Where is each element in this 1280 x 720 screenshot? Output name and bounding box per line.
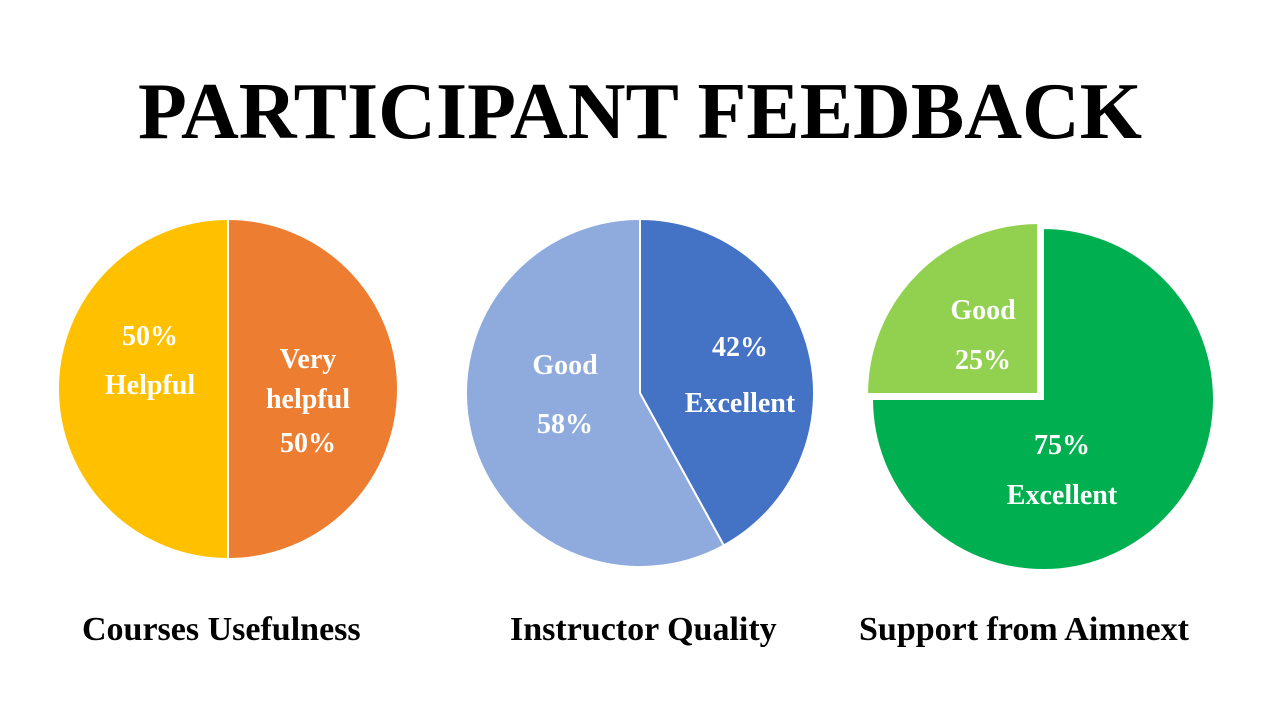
slice-label-line: Helpful bbox=[105, 370, 195, 401]
pie-chart-instructor-quality: 42% Excellent Good 58% bbox=[464, 217, 815, 568]
slice-label-support-from-aimnext-1: Good 25% bbox=[950, 295, 1016, 376]
pie-slice-support-from-aimnext-1 bbox=[866, 222, 1040, 396]
slice-label-line: Very bbox=[280, 344, 337, 375]
pie-slice-instructor-quality-0 bbox=[639, 217, 815, 547]
slice-label-line: 50% bbox=[280, 428, 336, 459]
chart-caption-support-from-aimnext: Support from Aimnext bbox=[859, 611, 1189, 648]
slice-label-line: Excellent bbox=[685, 388, 796, 419]
slice-label-line: Good bbox=[532, 350, 598, 381]
slice-label-line: 50% bbox=[122, 321, 178, 352]
slice-label-support-from-aimnext-0: 75% Excellent bbox=[1007, 430, 1118, 511]
slice-label-line: Excellent bbox=[1007, 480, 1118, 511]
slice-label-instructor-quality-0: 42% Excellent bbox=[685, 332, 796, 419]
pie-slice-support-from-aimnext-0 bbox=[870, 226, 1215, 571]
page-title: PARTICIPANT FEEDBACK bbox=[138, 68, 1142, 156]
slice-label-line: 42% bbox=[712, 332, 768, 363]
slice-label-line: 25% bbox=[955, 345, 1011, 376]
slice-label-line: helpful bbox=[266, 384, 350, 415]
pie-slice-courses-usefulness-0 bbox=[227, 217, 399, 561]
pie-chart-support-from-aimnext: 75% Excellent Good 25% bbox=[866, 222, 1215, 571]
chart-caption-courses-usefulness: Courses Usefulness bbox=[82, 611, 361, 648]
pie-chart-courses-usefulness: Very helpful 50% 50% Helpful bbox=[57, 217, 399, 561]
pie-slice-courses-usefulness-1 bbox=[57, 217, 229, 561]
chart-caption-instructor-quality: Instructor Quality bbox=[510, 611, 777, 648]
slice-label-courses-usefulness-1: 50% Helpful bbox=[105, 321, 195, 401]
slice-label-courses-usefulness-0: Very helpful 50% bbox=[266, 344, 350, 459]
slice-label-line: 58% bbox=[537, 409, 593, 440]
slice-label-line: Good bbox=[950, 295, 1016, 326]
slice-label-line: 75% bbox=[1034, 430, 1090, 461]
pie-slice-instructor-quality-1 bbox=[464, 217, 726, 568]
slice-label-instructor-quality-1: Good 58% bbox=[532, 350, 598, 440]
